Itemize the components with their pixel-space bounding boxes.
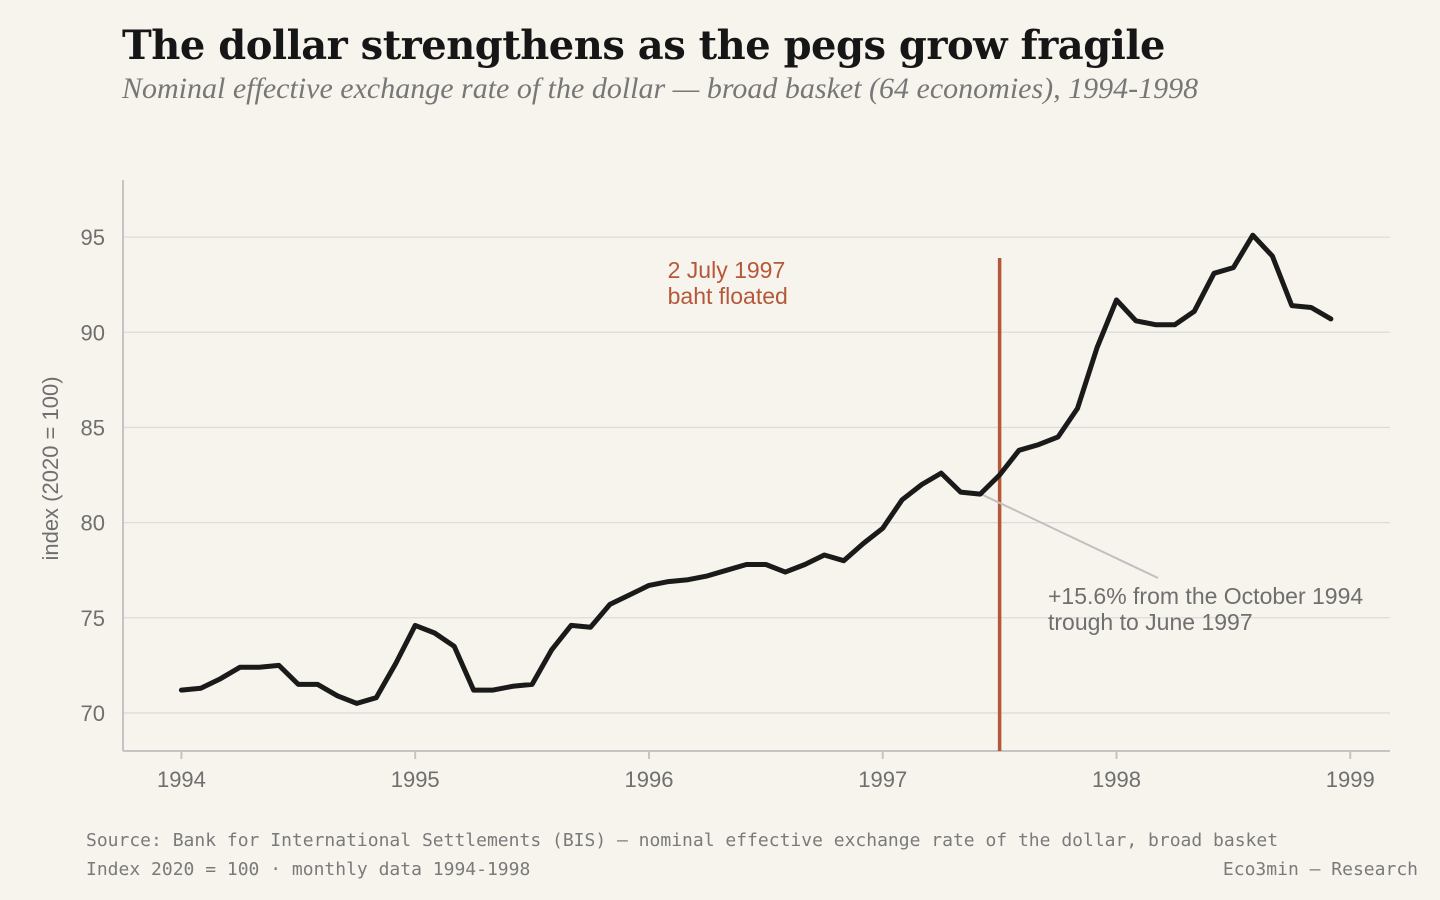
x-tick-label: 1998: [1092, 767, 1141, 792]
y-tick-labels: 70 75 80 85 90 95: [81, 225, 105, 726]
source-note: Source: Bank for International Settlemen…: [86, 830, 1279, 851]
chart-subtitle: Nominal effective exchange rate of the d…: [122, 72, 1199, 105]
callout-annotation-line-2: trough to June 1997: [1048, 609, 1253, 635]
y-tick-label: 85: [81, 415, 105, 440]
x-tick-label: 1995: [391, 767, 440, 792]
x-tick-label: 1999: [1326, 767, 1375, 792]
y-tick-label: 75: [81, 606, 105, 631]
x-tick-label: 1997: [858, 767, 907, 792]
y-tick-label: 80: [81, 511, 105, 536]
axes: [122, 180, 1390, 752]
x-tick-label: 1996: [624, 767, 673, 792]
y-tick-label: 90: [81, 320, 105, 345]
callout-annotation-line-1: +15.6% from the October 1994: [1048, 583, 1363, 609]
y-axis-label: index (2020 = 100): [38, 376, 63, 560]
y-tick-label: 95: [81, 225, 105, 250]
series-line: [178, 232, 1334, 706]
credit: Eco3min — Research: [1222, 859, 1418, 880]
event-annotation-line-1: 2 July 1997: [668, 257, 786, 283]
event-annotation-line-2: baht floated: [668, 283, 788, 309]
event-annotation: 2 July 1997 baht floated: [668, 257, 792, 309]
gridlines: [123, 236, 1390, 714]
chart-title: The dollar strengthens as the pegs grow …: [122, 22, 1166, 69]
x-tick-label: 1994: [157, 767, 206, 792]
y-tick-label: 70: [81, 701, 105, 726]
callout-annotation: +15.6% from the October 1994 trough to J…: [1048, 583, 1370, 635]
data-note: Index 2020 = 100 · monthly data 1994-199…: [86, 859, 531, 880]
x-tick-labels: 1994 1995 1996 1997 1998 1999: [157, 751, 1375, 792]
callout-leader-line: [980, 493, 1159, 579]
